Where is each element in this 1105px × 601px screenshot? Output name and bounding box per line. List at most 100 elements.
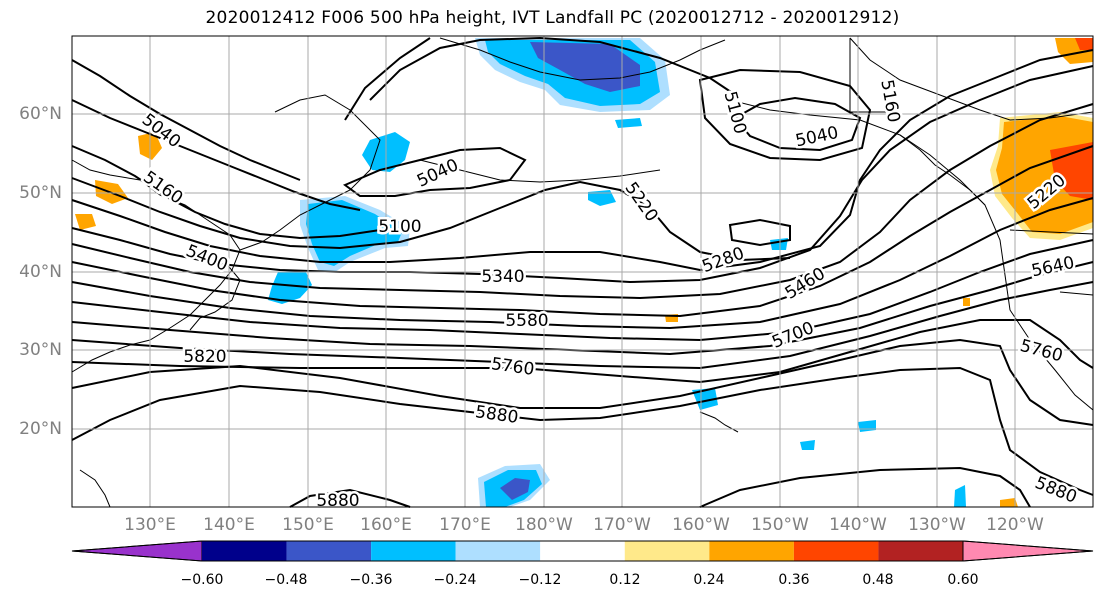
colorbar-extend-max — [962, 540, 1094, 562]
lon-label-150w: 150°W — [751, 515, 809, 535]
contour-5880 — [71, 366, 1094, 496]
lon-label-150e: 150°E — [282, 515, 334, 535]
border-mexico — [1059, 291, 1094, 296]
coast-aleutians — [419, 159, 661, 183]
contour-5340 — [71, 65, 1094, 284]
lat-label-50n: 50°N — [19, 183, 62, 203]
colorbar-tick-label: −0.36 — [349, 572, 393, 588]
shade-small-2 — [615, 118, 642, 128]
contour-w-3 — [71, 145, 381, 240]
contour-label: 5640 — [1030, 253, 1076, 282]
contour-5040-mid — [342, 146, 527, 197]
shade-pos-s2 — [1000, 498, 1018, 507]
contour-5400 — [71, 103, 1094, 300]
shade-pos-w3 — [75, 214, 96, 230]
contour-top-1 — [369, 36, 741, 101]
contour-5520 — [71, 197, 1094, 330]
shade-small-1 — [588, 190, 616, 206]
shade-japan — [268, 270, 312, 304]
contour-top-2 — [344, 37, 431, 121]
contour-5880-se — [699, 466, 1031, 508]
colorbar-segment — [878, 541, 963, 561]
colorbar-tick-label: −0.24 — [433, 572, 477, 588]
colorbar-tick-label: 0.48 — [862, 572, 894, 588]
contour-5580 — [71, 239, 1094, 342]
coast-kamchatka — [239, 94, 381, 251]
contour-label: 5760 — [490, 354, 536, 380]
colorbar-tick-label: 0.60 — [947, 572, 979, 588]
colorbar-segment — [709, 541, 794, 561]
contour-5280 — [71, 49, 1094, 272]
shade-alaska-inner — [530, 42, 640, 92]
colorbar-segment — [202, 541, 287, 561]
contour-label: 5100 — [720, 89, 751, 136]
border-us — [1009, 229, 1094, 235]
colorbar — [71, 540, 1094, 562]
contour-w-2 — [71, 99, 361, 211]
contour-5040-east — [733, 96, 862, 152]
colorbar-segment — [540, 541, 625, 561]
colorbar-tick-label: 0.24 — [693, 572, 725, 588]
colorbar-segment — [624, 541, 710, 561]
contour-5460 — [71, 145, 1094, 318]
lon-label-160w: 160°W — [672, 515, 730, 535]
coast-alaska — [439, 37, 726, 81]
contour-label: 5100 — [378, 217, 421, 237]
contour-5700 — [71, 281, 1094, 370]
contour-label: 5700 — [769, 318, 817, 353]
contour-label: 5400 — [183, 241, 231, 276]
coast-japan — [189, 249, 241, 331]
colorbar-segment — [371, 541, 456, 561]
shade-pos-ne-top-in — [1075, 38, 1093, 50]
lon-label-130w: 130°W — [908, 515, 966, 535]
contour-label: 5460 — [782, 264, 829, 304]
lon-label-130e: 130°E — [124, 515, 176, 535]
contour-label: 5040 — [794, 123, 840, 152]
lat-label-20n: 20°N — [19, 419, 62, 439]
contour-label: 5160 — [876, 78, 903, 124]
shade-small-5 — [858, 420, 876, 432]
map-title: 2020012412 F006 500 hPa height, IVT Land… — [205, 8, 900, 28]
lon-label-120w: 120°W — [986, 515, 1044, 535]
contour-5820 — [71, 338, 1094, 426]
lat-label-40n: 40°N — [19, 262, 62, 282]
colorbar-segment — [286, 541, 372, 561]
coast-philippines — [79, 469, 111, 508]
contour-label: 5220 — [620, 179, 661, 226]
contour-5280-box — [728, 218, 791, 247]
colorbar-extend-min — [71, 540, 203, 562]
shade-small-6 — [800, 440, 815, 450]
colorbar-tick-label: −0.60 — [180, 572, 224, 588]
map-frame — [71, 35, 1094, 508]
contour-label: 5340 — [481, 267, 524, 287]
contour-5880-south — [289, 488, 411, 508]
colorbar-segment — [793, 541, 879, 561]
colorbar-segment — [455, 541, 541, 561]
colorbar-outline — [71, 540, 1094, 562]
colorbar-tick-label: 0.12 — [609, 572, 641, 588]
colorbar-tick-label: 0.36 — [778, 572, 810, 588]
contour-5640 — [71, 261, 1094, 356]
shade-small-4 — [692, 388, 718, 410]
lon-label-170e: 170°E — [439, 515, 491, 535]
contour-label: 5580 — [505, 311, 548, 331]
contour-w-1 — [71, 59, 301, 181]
lat-label-30n: 30°N — [19, 340, 62, 360]
lon-label-140w: 140°W — [829, 515, 887, 535]
shade-south-east — [954, 485, 966, 507]
colorbar-tick-label: −0.12 — [518, 572, 562, 588]
contour-label: 5820 — [183, 347, 226, 367]
lat-label-60n: 60°N — [19, 104, 62, 124]
lon-label-160e: 160°E — [360, 515, 412, 535]
shade-south-inner — [500, 478, 530, 500]
colorbar-tick-label: −0.48 — [264, 572, 308, 588]
lon-label-140e: 140°E — [203, 515, 255, 535]
shading-layer — [75, 38, 1093, 507]
graticule — [72, 36, 1093, 507]
contour-label: 5880 — [316, 491, 359, 511]
contour-label: 5760 — [1018, 336, 1065, 367]
contour-5220 — [71, 177, 791, 262]
lon-label-180w: 180°W — [515, 515, 573, 535]
shade-pos-s3 — [963, 298, 970, 306]
